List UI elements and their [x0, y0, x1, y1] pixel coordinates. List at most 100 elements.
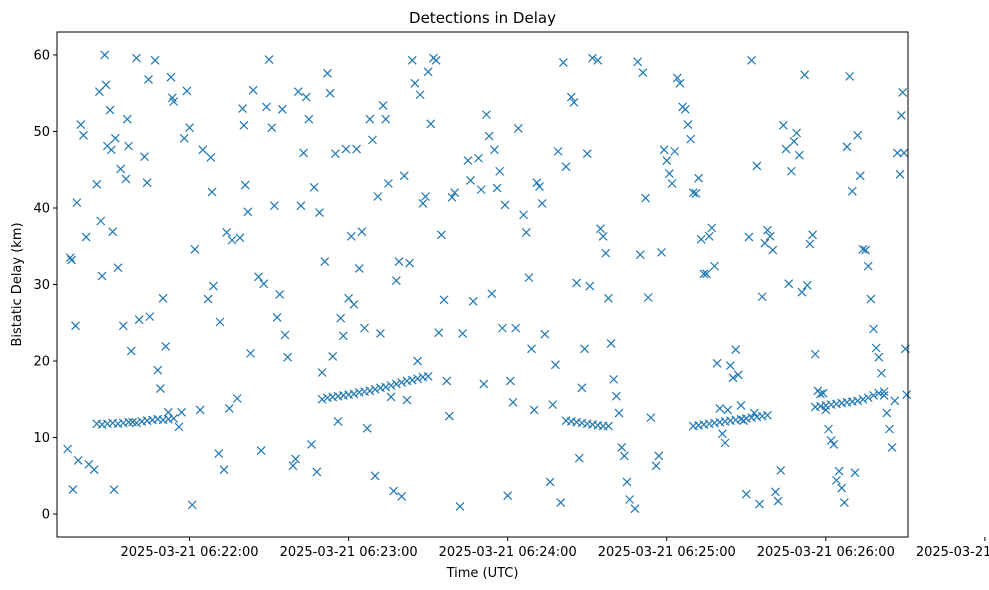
data-point: [352, 144, 361, 154]
data-point: [179, 133, 189, 143]
data-point: [256, 446, 266, 455]
data-point: [293, 87, 303, 97]
data-point: [646, 413, 656, 423]
data-point: [391, 276, 401, 286]
data-point: [858, 244, 868, 254]
data-point: [861, 245, 871, 255]
data-point: [580, 344, 589, 354]
data-point: [67, 255, 77, 265]
x-axis-ticks: 2025-03-21 06:22:00 2025-03-21 06:23:00 20…: [121, 537, 989, 560]
data-point: [641, 193, 650, 203]
data-point: [97, 271, 107, 281]
data-point: [317, 394, 327, 404]
data-point: [386, 392, 396, 402]
y-tick-label: 0: [42, 508, 50, 523]
data-point: [336, 313, 346, 323]
data-point: [733, 370, 743, 380]
data-point: [301, 92, 311, 102]
x-tick-label: 2025-03-21 06:23:00: [280, 545, 418, 560]
data-point: [702, 269, 711, 279]
data-point: [675, 78, 685, 88]
data-point: [368, 135, 377, 145]
data-point: [853, 130, 863, 140]
data-point: [850, 468, 860, 478]
data-point: [206, 153, 216, 162]
data-point: [890, 396, 900, 406]
data-point: [879, 391, 889, 400]
data-point: [240, 180, 250, 190]
data-point: [686, 134, 696, 144]
data-point: [744, 232, 754, 242]
data-point: [434, 328, 444, 338]
data-point: [882, 408, 892, 418]
data-point: [94, 87, 104, 97]
data-point: [463, 156, 473, 165]
data-point: [426, 119, 436, 129]
data-point: [109, 485, 119, 494]
data-point: [842, 142, 852, 152]
data-point: [264, 55, 274, 64]
data-point: [609, 374, 619, 384]
data-point: [92, 179, 102, 189]
data-point: [879, 387, 889, 397]
data-point: [877, 368, 886, 378]
data-point: [399, 171, 409, 181]
data-point: [831, 475, 841, 485]
data-point: [215, 317, 225, 327]
data-point: [288, 461, 298, 471]
data-point: [839, 498, 849, 507]
data-point: [407, 55, 417, 65]
data-point: [383, 179, 393, 188]
data-point: [585, 281, 595, 291]
data-point: [116, 164, 126, 174]
data-point: [553, 146, 563, 156]
data-point: [699, 269, 709, 279]
data-point: [572, 278, 582, 288]
data-point: [370, 384, 380, 394]
data-point: [778, 120, 788, 130]
data-point: [450, 188, 460, 198]
data-point: [169, 97, 179, 107]
data-point: [871, 343, 881, 353]
data-point: [63, 444, 73, 454]
data-point: [144, 75, 153, 84]
data-point: [824, 424, 833, 434]
data-point: [322, 68, 332, 78]
data-point: [346, 231, 356, 241]
data-point: [558, 58, 568, 68]
data-point: [808, 230, 817, 240]
data-point: [731, 345, 741, 354]
data-point: [487, 289, 497, 299]
data-point: [198, 145, 208, 155]
data-point: [373, 192, 383, 201]
data-point: [776, 466, 786, 475]
data-point: [113, 263, 123, 273]
data-point: [106, 145, 116, 155]
data-point: [821, 405, 831, 415]
data-point: [540, 329, 550, 339]
data-point: [436, 230, 446, 240]
data-point: [185, 123, 194, 133]
data-point: [482, 110, 491, 120]
data-point: [784, 279, 794, 289]
data-point: [65, 253, 75, 263]
data-point: [338, 331, 348, 341]
data-point: [207, 187, 217, 197]
data-point: [630, 504, 640, 514]
data-point: [680, 104, 690, 114]
data-point: [537, 198, 547, 208]
data-point: [397, 492, 407, 501]
data-point: [837, 483, 847, 493]
data-point: [89, 465, 99, 475]
data-point: [246, 348, 255, 358]
data-point: [362, 423, 372, 433]
data-point: [768, 245, 778, 255]
data-point: [604, 421, 613, 431]
y-tick-label: 10: [33, 431, 50, 446]
data-point: [357, 227, 367, 237]
data-point: [132, 53, 141, 63]
data-point: [855, 171, 865, 181]
y-tick-label: 30: [33, 278, 50, 293]
data-point: [582, 149, 592, 159]
